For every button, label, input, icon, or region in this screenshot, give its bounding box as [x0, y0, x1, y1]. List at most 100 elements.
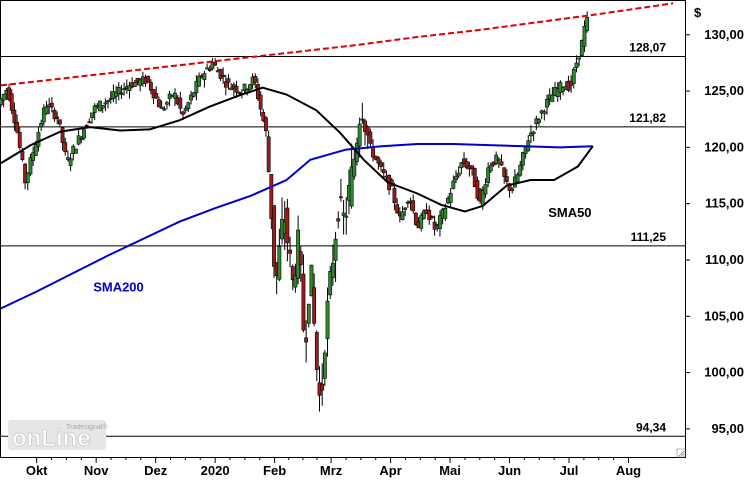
candle-down: [427, 209, 432, 220]
candle-down: [264, 117, 268, 132]
y-tick-label-7: 95,00: [711, 421, 744, 436]
candle-down: [470, 165, 474, 170]
candle: [579, 39, 584, 56]
candle: [114, 85, 118, 104]
level-label-1: 121,82: [629, 111, 666, 125]
candle: [454, 170, 458, 184]
candle-up: [1, 94, 6, 101]
candle: [41, 104, 46, 126]
candle-up: [100, 104, 105, 109]
candle-down: [285, 207, 290, 244]
candle-up: [357, 123, 362, 147]
candle: [577, 57, 582, 67]
candle: [571, 67, 576, 89]
level-label-2: 111,25: [631, 230, 667, 244]
candle: [309, 264, 314, 297]
candle: [90, 112, 94, 124]
level-label-3: 94,34: [636, 420, 666, 434]
candle-up: [518, 164, 523, 176]
x-tick-label-1: Nov: [84, 463, 109, 478]
candle: [202, 70, 207, 88]
candle-up: [483, 184, 488, 195]
candle: [499, 154, 504, 166]
candle-up: [202, 73, 207, 80]
candle-up: [197, 75, 201, 87]
candle: [0, 97, 3, 107]
candle-down: [49, 102, 54, 108]
candle-up: [44, 106, 49, 115]
level-label-0: 128,07: [629, 41, 666, 55]
candle-down: [122, 88, 127, 91]
candle-up: [79, 137, 84, 140]
candle-up: [159, 106, 164, 109]
candle: [210, 58, 215, 71]
y-axis: 130,00 125,00 120,00 115,00 110,00 105,00 100,…: [685, 27, 744, 436]
candle: [304, 320, 309, 363]
labels-layer: SMA200 SMA50: [93, 205, 591, 294]
candle-down: [566, 80, 571, 91]
candle: [504, 169, 509, 185]
candle-up: [333, 238, 338, 261]
candle: [336, 211, 341, 229]
resize-grip-icon[interactable]: [676, 448, 686, 458]
candle-up: [443, 207, 448, 219]
candle-down: [502, 167, 507, 177]
candle: [52, 107, 57, 122]
candle-up: [325, 300, 330, 339]
x-tick-label-5: Mrz: [320, 463, 343, 478]
x-tick-label-0: Okt: [26, 463, 48, 478]
levels-layer: 128,07 121,82 111,25 94,34: [1, 41, 685, 437]
series-line-2: [0, 2, 674, 87]
candle-up: [173, 92, 177, 99]
candle: [122, 82, 127, 96]
series-line-1: [0, 86, 594, 213]
candle-up: [210, 62, 215, 69]
candle: [339, 178, 343, 202]
candle-down: [119, 92, 124, 95]
candle-up: [486, 167, 491, 183]
candle-up: [451, 180, 456, 189]
candle: [15, 114, 19, 134]
candle-down: [336, 218, 341, 222]
candle-up: [76, 135, 81, 145]
x-tick-label-9: Jul: [560, 463, 579, 478]
candle-down: [234, 86, 239, 93]
candle: [159, 100, 164, 109]
candle: [392, 182, 397, 211]
candle: [157, 96, 161, 108]
candle: [400, 206, 405, 221]
candle: [529, 125, 533, 144]
candle-up: [248, 84, 252, 91]
candle-down: [157, 99, 161, 108]
candle-up: [577, 57, 582, 60]
candle: [242, 83, 247, 94]
candle: [352, 150, 357, 180]
candle: [277, 228, 282, 282]
candle-up: [68, 158, 73, 166]
candle: [293, 263, 298, 293]
candle-down: [314, 332, 319, 370]
tradesignal-logo: onLine Tradesignal®: [8, 420, 108, 452]
candle-down: [223, 81, 228, 88]
candle-up: [571, 68, 576, 84]
candle-down: [256, 84, 260, 100]
candle-down: [430, 216, 434, 219]
candle: [376, 156, 381, 170]
candle-up: [421, 210, 426, 219]
candle: [79, 135, 84, 144]
candle: [285, 199, 290, 262]
candle: [76, 128, 81, 146]
candle: [496, 156, 501, 169]
candle-up: [579, 40, 584, 56]
candle-down: [507, 183, 512, 192]
candle: [330, 244, 335, 286]
candle-down: [381, 169, 386, 174]
candle-up: [205, 67, 209, 70]
candle-up: [510, 188, 515, 192]
candle-up: [330, 262, 335, 279]
candle: [253, 73, 258, 89]
candle: [403, 206, 408, 217]
candle: [57, 119, 62, 127]
candle: [360, 102, 365, 125]
